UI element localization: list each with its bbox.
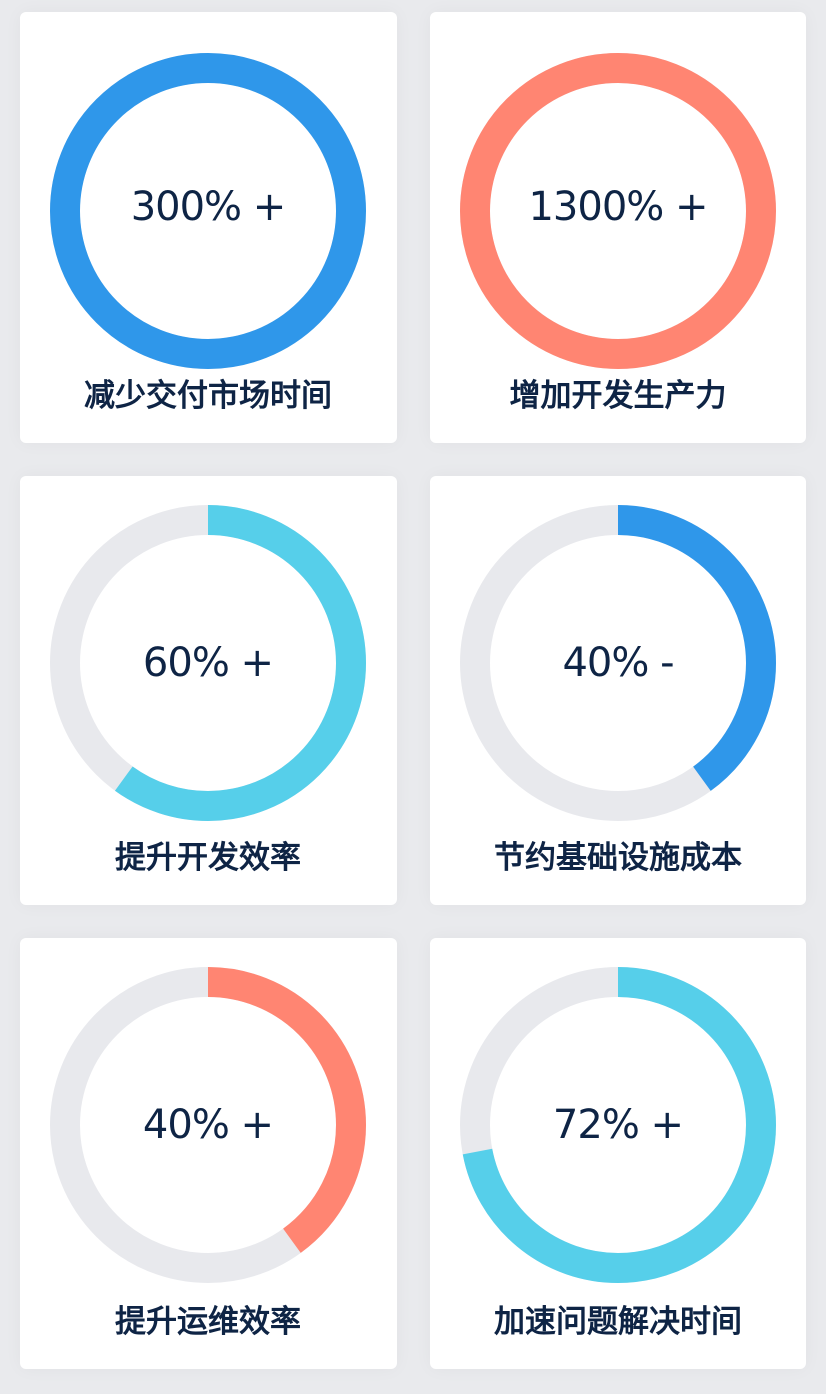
ring-chart xyxy=(460,505,776,821)
stat-label: 增加开发生产力 xyxy=(509,378,727,414)
stat-value: 1300% + xyxy=(528,184,708,230)
ring-progress xyxy=(460,505,776,821)
ring-progress xyxy=(460,967,776,1283)
ring-chart xyxy=(460,967,776,1283)
stat-card-infra-cost: 40% - 节约基础设施成本 xyxy=(430,476,806,905)
ring-chart xyxy=(50,53,366,369)
ring-progress xyxy=(460,53,776,369)
ring-chart xyxy=(50,505,366,821)
stat-value: 72% + xyxy=(552,1102,684,1148)
ring-chart xyxy=(50,967,366,1283)
ring-progress xyxy=(50,967,366,1283)
ring-chart xyxy=(460,53,776,369)
stat-card-dev-productivity: 1300% + 增加开发生产力 xyxy=(430,12,806,443)
stat-card-issue-resolution: 72% + 加速问题解决时间 xyxy=(430,938,806,1369)
ring-progress xyxy=(50,505,366,821)
stat-label: 减少交付市场时间 xyxy=(84,378,332,414)
stat-label: 提升开发效率 xyxy=(115,840,301,876)
stat-value: 300% + xyxy=(130,184,287,230)
stat-card-dev-efficiency: 60% + 提升开发效率 xyxy=(20,476,397,905)
stat-value: 60% + xyxy=(142,640,274,686)
stat-value: 40% - xyxy=(562,640,674,686)
stat-card-ops-efficiency: 40% + 提升运维效率 xyxy=(20,938,397,1369)
stat-label: 节约基础设施成本 xyxy=(494,840,742,876)
stat-label: 提升运维效率 xyxy=(115,1304,301,1340)
stat-label: 加速问题解决时间 xyxy=(494,1304,742,1340)
stat-value: 40% + xyxy=(142,1102,274,1148)
ring-progress xyxy=(50,53,366,369)
stat-card-time-to-market: 300% + 减少交付市场时间 xyxy=(20,12,397,443)
